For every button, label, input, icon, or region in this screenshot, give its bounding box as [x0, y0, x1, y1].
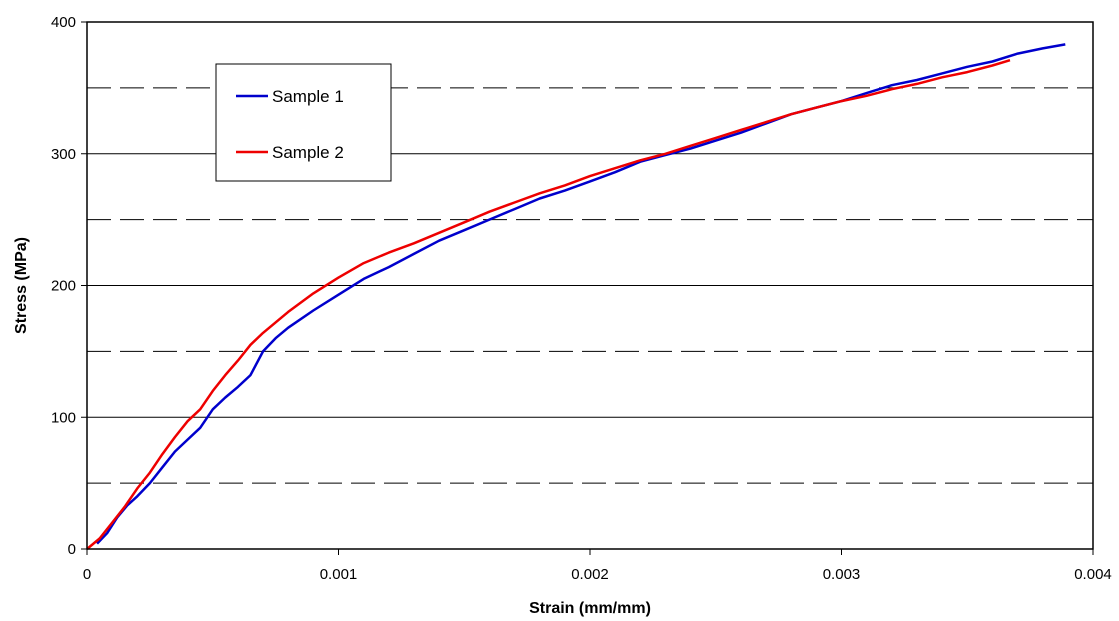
x-tick-label: 0 [83, 566, 91, 583]
x-tick-label: 0.001 [320, 566, 358, 583]
legend: Sample 1 Sample 2 [215, 63, 392, 182]
x-axis-title: Strain (mm/mm) [529, 600, 651, 617]
x-tick-label: 0.002 [571, 566, 609, 583]
y-tick-label: 300 [51, 146, 76, 163]
y-axis-title: Stress (MPa) [13, 237, 30, 334]
series-lines [86, 43, 1066, 550]
x-tick-label: 0.004 [1074, 566, 1112, 583]
y-tick-label: 0 [68, 541, 76, 558]
x-tick-label: 0.003 [823, 566, 861, 583]
legend-label-sample-2: Sample 2 [272, 143, 344, 162]
y-tick-label: 100 [51, 409, 76, 426]
axis-ticks: 0 0.001 0.002 0.003 0.004 0 100 200 300 400 [51, 14, 1112, 583]
legend-label-sample-1: Sample 1 [272, 87, 344, 106]
y-tick-label: 400 [51, 14, 76, 31]
series-line-1 [96, 43, 1066, 545]
legend-box [215, 63, 392, 182]
y-tick-label: 200 [51, 278, 76, 295]
series-line-2 [86, 59, 1011, 550]
